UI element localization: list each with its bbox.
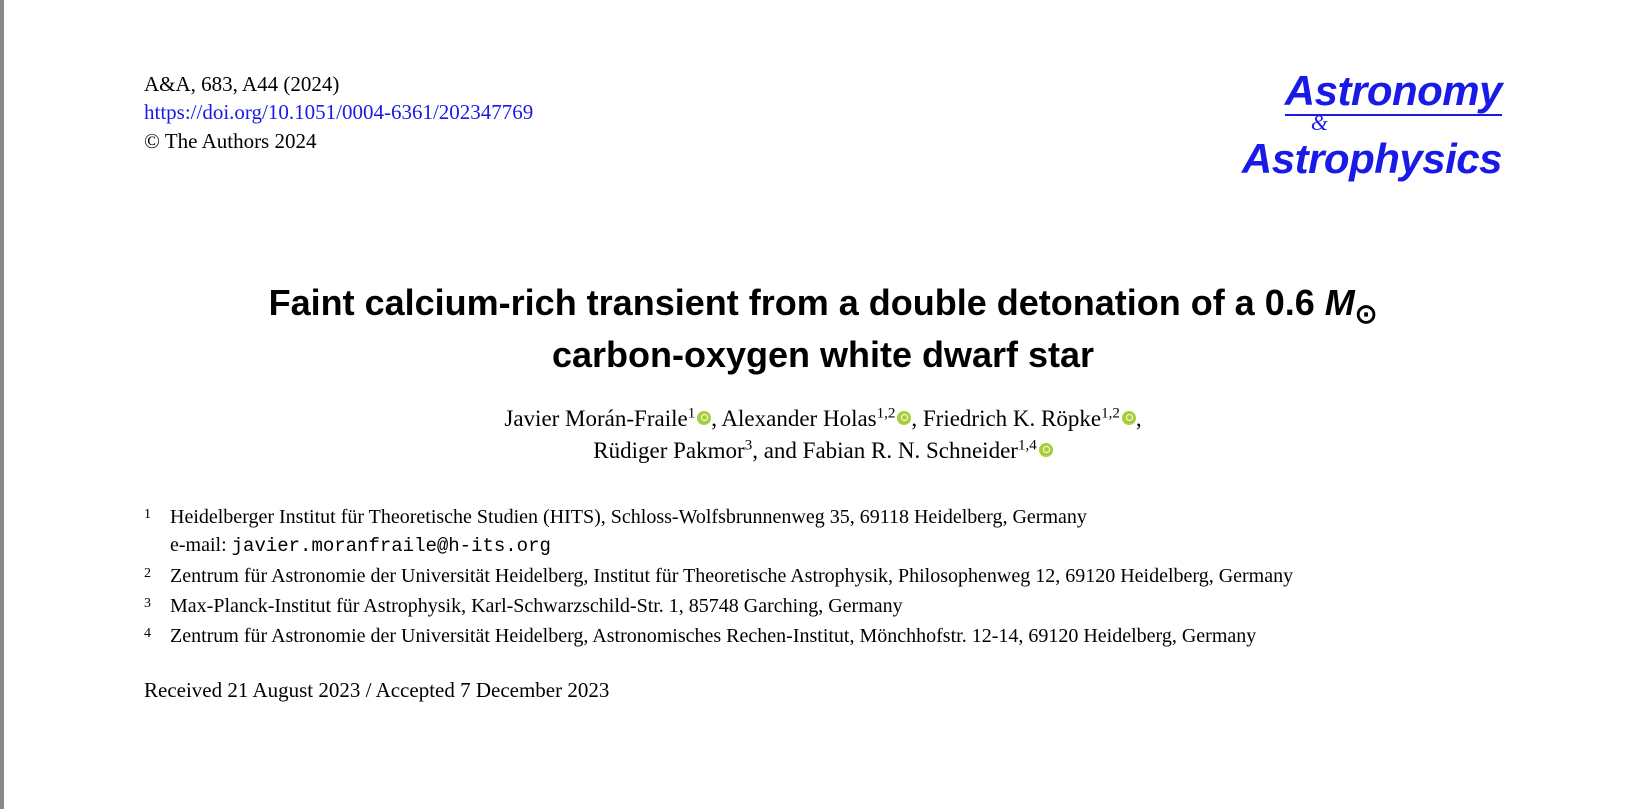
citation-block: A&A, 683, A44 (2024) https://doi.org/10.…	[144, 70, 533, 155]
orcid-icon[interactable]	[897, 411, 911, 425]
affil-num-4: 4	[144, 622, 170, 644]
affiliation-1: 1 Heidelberger Institut für Theoretische…	[144, 503, 1502, 560]
author-2-affil: 1,2	[877, 405, 896, 421]
title-prefix: Faint calcium-rich transient from a doub…	[269, 282, 1325, 323]
orcid-icon[interactable]	[1039, 443, 1053, 457]
affil-num-3: 3	[144, 592, 170, 614]
affil-text-3: Max-Planck-Institut für Astrophysik, Kar…	[170, 592, 1502, 620]
doi-link[interactable]: https://doi.org/10.1051/0004-6361/202347…	[144, 98, 533, 126]
affiliation-2: 2 Zentrum für Astronomie der Universität…	[144, 562, 1502, 590]
and-separator: , and	[752, 438, 802, 463]
journal-name-bottom: Astrophysics	[1242, 135, 1502, 182]
author-email[interactable]: javier.moranfraile@h-its.org	[232, 535, 551, 557]
journal-ampersand: &	[1311, 112, 1328, 134]
author-5: Fabian R. N. Schneider	[803, 438, 1018, 463]
affil-1-address: Heidelberger Institut für Theoretische S…	[170, 506, 1087, 528]
affiliation-3: 3 Max-Planck-Institut für Astrophysik, K…	[144, 592, 1502, 620]
email-label: e-mail:	[170, 534, 232, 556]
author-3-affil: 1,2	[1101, 405, 1120, 421]
author-2: , Alexander Holas	[711, 406, 876, 431]
affil-text-2: Zentrum für Astronomie der Universität H…	[170, 562, 1502, 590]
author-3: , Friedrich K. Röpke	[911, 406, 1101, 431]
author-1: Javier Morán-Fraile	[504, 406, 687, 431]
orcid-icon[interactable]	[1122, 411, 1136, 425]
affil-num-1: 1	[144, 503, 170, 525]
title-line2: carbon-oxygen white dwarf star	[552, 334, 1094, 375]
affil-text-4: Zentrum für Astronomie der Universität H…	[170, 622, 1502, 650]
affil-num-2: 2	[144, 562, 170, 584]
mass-M: M	[1325, 282, 1355, 323]
affiliation-list: 1 Heidelberger Institut für Theoretische…	[144, 503, 1502, 650]
paper-page: A&A, 683, A44 (2024) https://doi.org/10.…	[0, 0, 1642, 809]
header-row: A&A, 683, A44 (2024) https://doi.org/10.…	[144, 70, 1502, 180]
citation-line: A&A, 683, A44 (2024)	[144, 70, 533, 98]
orcid-icon[interactable]	[697, 411, 711, 425]
author-4: Rüdiger Pakmor	[593, 438, 744, 463]
sun-symbol: ⊙	[1355, 299, 1378, 329]
author-1-affil: 1	[688, 405, 696, 421]
paper-title: Faint calcium-rich transient from a doub…	[144, 280, 1502, 377]
affil-text-1: Heidelberger Institut für Theoretische S…	[170, 503, 1502, 560]
author-list: Javier Morán-Fraile1, Alexander Holas1,2…	[144, 403, 1502, 467]
copyright-line: © The Authors 2024	[144, 127, 533, 155]
comma: ,	[1136, 406, 1142, 431]
journal-logo: Astronomy & Astrophysics	[1242, 70, 1502, 180]
affiliation-4: 4 Zentrum für Astronomie der Universität…	[144, 622, 1502, 650]
received-accepted-dates: Received 21 August 2023 / Accepted 7 Dec…	[144, 678, 1502, 703]
author-5-affil: 1,4	[1018, 437, 1037, 453]
